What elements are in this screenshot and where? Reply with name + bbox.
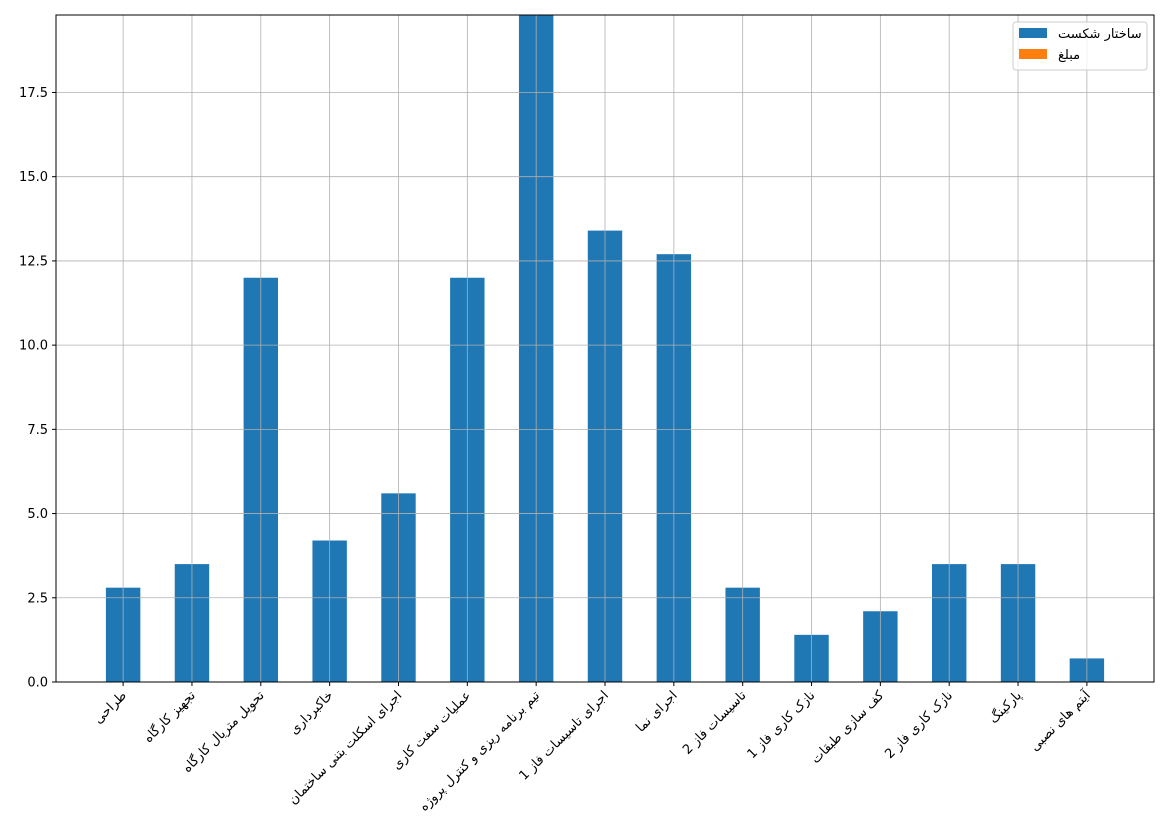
x-tick-label: طراحی — [91, 688, 130, 727]
y-tick-label: 0.0 — [27, 676, 48, 691]
x-tick-label: کف سازی طبقات — [809, 688, 888, 767]
x-tick-label: نازک کاری فاز 1 — [745, 688, 819, 762]
y-tick-label: 17.5 — [19, 86, 48, 101]
legend-swatch — [1019, 49, 1047, 59]
y-tick-label: 7.5 — [27, 423, 48, 438]
x-tick-label: نازک کاری فاز 2 — [882, 688, 956, 762]
x-tick-label: پارکینگ — [986, 687, 1026, 727]
x-tick-label: خاکبرداری — [287, 688, 337, 738]
legend-label: ساختار شکست — [1058, 27, 1142, 42]
legend-swatch — [1019, 28, 1047, 38]
y-tick-label: 10.0 — [19, 339, 48, 354]
x-tick-label: اجرای اسکلت بتنی ساختمان — [286, 688, 405, 807]
legend: ساختار شکست مبلغ — [1012, 21, 1148, 71]
x-tick-label: تاسیسات فاز 2 — [680, 688, 750, 758]
legend-label: مبلغ — [1058, 48, 1080, 63]
x-tick-label: تجهیز کارگاه — [140, 687, 199, 746]
x-tick-label: اجرای نما — [633, 688, 680, 735]
y-tick-label: 12.5 — [19, 254, 48, 269]
plot-frame — [55, 14, 1155, 683]
y-tick-label: 15.0 — [19, 170, 48, 185]
x-tick-label: آیتم های نصبی — [1026, 686, 1095, 755]
y-tick-label: 5.0 — [27, 507, 48, 522]
x-tick-label: تیم برنامه ریزی و کنترل پروژه — [417, 688, 543, 814]
y-tick-label: 2.5 — [27, 591, 48, 606]
